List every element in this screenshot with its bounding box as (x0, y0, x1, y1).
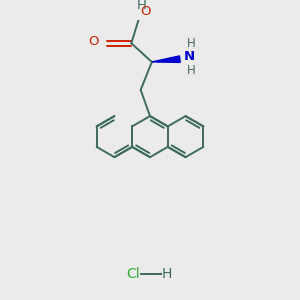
Text: H: H (187, 37, 196, 50)
Text: H: H (187, 64, 196, 77)
Text: H: H (137, 0, 146, 11)
Text: N: N (184, 50, 195, 63)
Text: Cl: Cl (126, 267, 140, 281)
Text: H: H (162, 267, 172, 281)
Polygon shape (152, 56, 180, 62)
Text: O: O (141, 5, 151, 18)
Text: O: O (88, 35, 99, 48)
